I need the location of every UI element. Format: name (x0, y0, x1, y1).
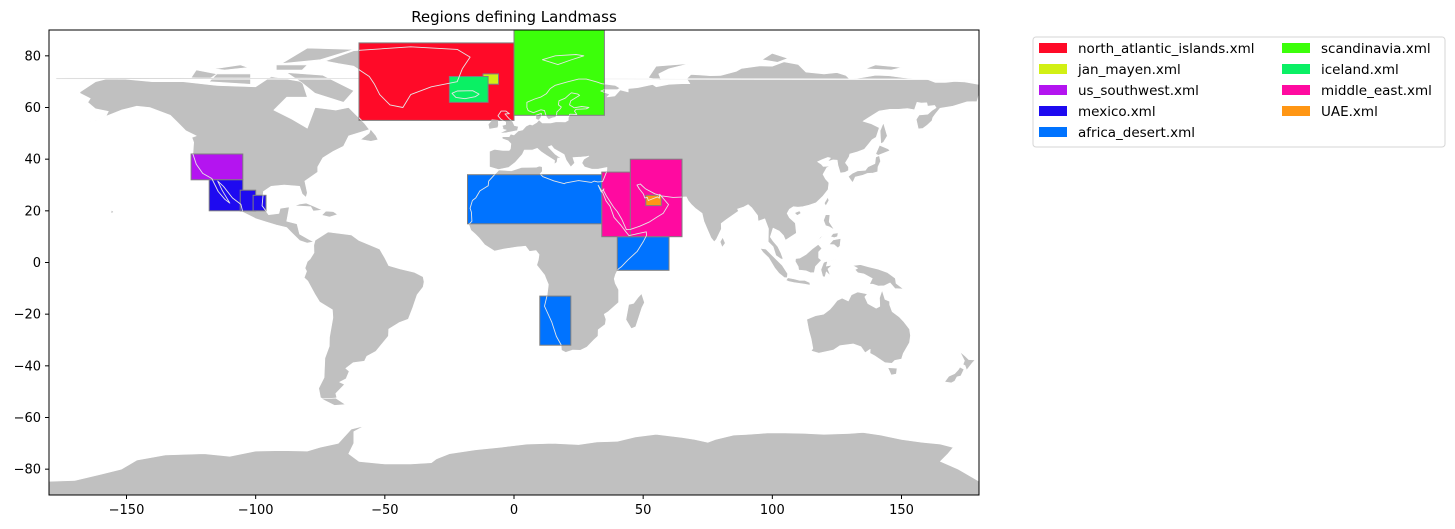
legend-swatch (1282, 106, 1310, 116)
legend-label: middle_east.xml (1321, 83, 1432, 99)
y-tick-label: 40 (24, 153, 41, 168)
legend-label: scandinavia.xml (1321, 41, 1431, 57)
land-ellesmere (281, 47, 355, 64)
land-philippines-luzon (823, 214, 835, 230)
y-tick-label: 80 (24, 49, 41, 64)
legend-swatch (1039, 43, 1067, 53)
land-taiwan (824, 196, 830, 207)
coastline-iceland (451, 90, 480, 100)
y-tick-label: −20 (14, 308, 41, 323)
legend-label: jan_mayen.xml (1077, 62, 1181, 78)
region-box-us-southwest-1 (190, 153, 244, 181)
land-antarctica (48, 425, 980, 496)
land-severnaya (761, 53, 789, 63)
land-new-guinea (852, 264, 904, 290)
legend-swatch (1039, 127, 1067, 137)
legend-swatch (1039, 64, 1067, 74)
land-philippines-visayas (830, 232, 839, 238)
legend-label: mexico.xml (1078, 104, 1156, 120)
y-tick-label: −60 (14, 411, 41, 426)
land-novaya-zemlya (648, 63, 690, 81)
y-tick-label: −40 (14, 359, 41, 374)
land-borneo (795, 244, 823, 274)
land-nz-south (944, 366, 965, 384)
coastline-greenland (324, 46, 471, 108)
land-cuba (294, 202, 323, 212)
legend-label: africa_desert.xml (1078, 125, 1195, 141)
x-tick-label: −150 (109, 503, 145, 518)
land-palawan (816, 233, 824, 242)
land-nz-north (959, 351, 976, 371)
y-tick-label: 0 (33, 256, 41, 271)
y-axis: −80 −60 −40 −20 0 20 40 60 80 (14, 49, 49, 478)
land-baffin (286, 72, 355, 103)
land-australia (806, 289, 911, 364)
x-tick-label: −100 (238, 503, 274, 518)
y-tick-label: −80 (14, 463, 41, 478)
x-tick-label: 150 (889, 503, 914, 518)
land-java (785, 277, 811, 286)
land-sulawesi (820, 258, 838, 278)
land-sri-lanka (719, 236, 726, 248)
land-tierra-del-fuego (321, 397, 346, 406)
land-sakhalin (879, 122, 888, 144)
region-box-africa-desert-1 (467, 174, 603, 225)
land-south-america (303, 231, 425, 402)
land-newfoundland (360, 128, 379, 142)
legend-swatch (1039, 85, 1067, 95)
region-box-UAE-1 (645, 194, 662, 207)
region-box-iceland-1 (448, 76, 489, 103)
legend-label: us_southwest.xml (1078, 83, 1199, 99)
legend-swatch (1282, 43, 1310, 53)
x-tick-label: 50 (635, 503, 652, 518)
land-tasmania (887, 367, 898, 376)
land-devon-isl (276, 64, 308, 71)
land-hainan (794, 210, 802, 216)
region-box-africa-desert-3 (539, 295, 572, 346)
legend-swatch (1282, 64, 1310, 74)
land-new-siberian (865, 64, 902, 71)
legend-label: UAE.xml (1321, 104, 1378, 120)
x-axis: −150 −100 −50 0 50 100 150 (109, 495, 914, 518)
y-tick-label: 60 (24, 101, 41, 116)
y-tick-label: 20 (24, 204, 41, 219)
x-tick-label: 100 (760, 503, 785, 518)
coastline-svalbard (541, 54, 585, 66)
land-africa-madagascar (625, 293, 645, 329)
legend-label: north_atlantic_islands.xml (1078, 41, 1254, 57)
land-sumatra (759, 248, 788, 278)
legend-swatch (1039, 106, 1067, 116)
land-melville-isl (214, 64, 249, 71)
region-box-middle-east-1 (601, 171, 634, 238)
legend-swatch (1282, 85, 1310, 95)
land-hispaniola (321, 210, 338, 218)
legend-frame (1032, 36, 1446, 148)
land-japan (848, 155, 881, 183)
land-hawaii (110, 210, 114, 214)
x-tick-label: 0 (510, 503, 518, 518)
x-tick-label: −50 (371, 503, 398, 518)
legend: north_atlantic_islands.xml jan_mayen.xmlu… (1032, 36, 1446, 148)
land-hokkaido (875, 144, 891, 156)
chart-title: Regions defining Landmass (411, 8, 617, 26)
legend-label: iceland.xml (1321, 62, 1399, 78)
land-philippines-mindanao (828, 238, 842, 249)
